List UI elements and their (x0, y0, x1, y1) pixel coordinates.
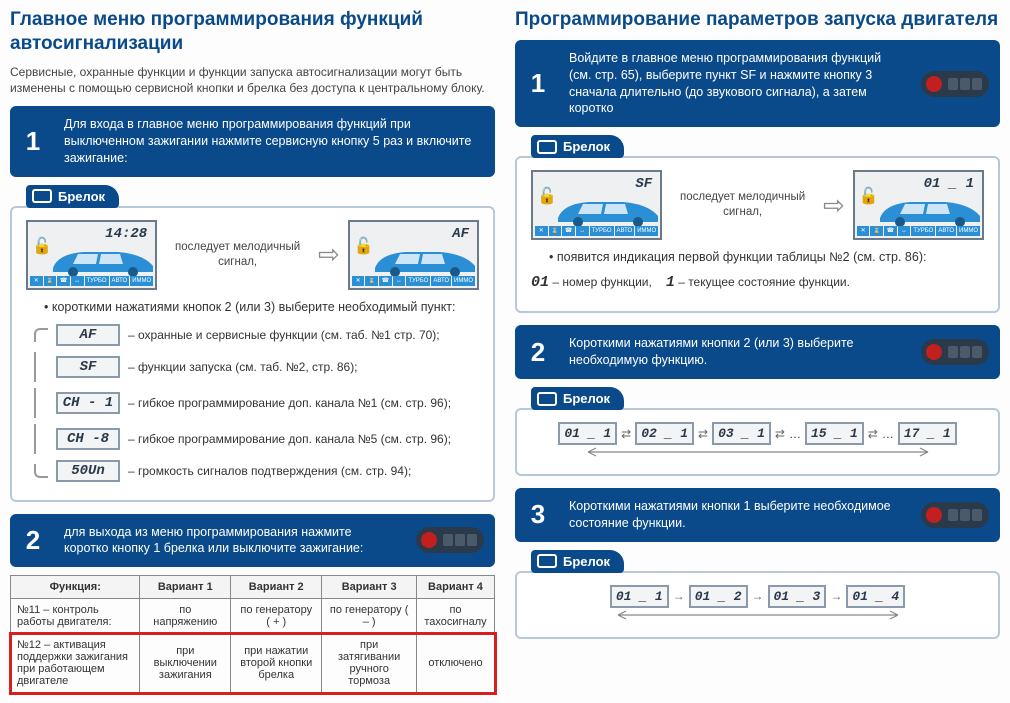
left-content-1: 🔓 14:28 ✕⌛☎↔ТУРБОАВТОИММО последует мело… (10, 206, 495, 502)
brelok-tab: Брелок (26, 185, 119, 208)
remote-icon (912, 42, 998, 126)
right-step-3: 3 Короткими нажатиями кнопки 1 выберите … (515, 488, 1000, 542)
keyfob-icon (537, 392, 557, 406)
lcd-display: 🔓 14:28 ✕⌛☎↔ТУРБОАВТОИММО (26, 220, 157, 290)
note-text: • появится индикация первой функции табл… (549, 250, 984, 264)
remote-icon (912, 490, 998, 540)
options-table: Функция: Вариант 1 Вариант 2 Вариант 3 В… (10, 575, 495, 693)
remote-icon (912, 327, 998, 377)
car-icon (875, 192, 985, 228)
table-row: №11 – контроль работы двигателя: по напр… (11, 599, 495, 634)
signal-text: последует мелодичный сигнал, (165, 240, 310, 270)
right-content-1: 🔓 SF ✕⌛☎↔ТУРБОАВТОИММО последует мелодич… (515, 156, 1000, 313)
lcd-display: 🔓 AF ✕⌛☎↔ТУРБОАВТОИММО (348, 220, 479, 290)
sequence-box-3: 01 _ 1→ 01 _ 2→ 01 _ 3→ 01 _ 4 (515, 571, 1000, 639)
brelok-tab: Брелок (531, 135, 624, 158)
brelok-tab: Брелок (531, 550, 624, 573)
right-step-1: 1 Войдите в главное меню программировани… (515, 40, 1000, 128)
lcd-display: 🔓 SF ✕⌛☎↔ТУРБОАВТОИММО (531, 170, 662, 240)
car-icon (48, 242, 158, 278)
left-column: Главное меню программирования функций ав… (10, 8, 495, 693)
car-icon (553, 192, 663, 228)
bullet-text: • короткими нажатиями кнопок 2 (или 3) в… (44, 300, 479, 314)
keyfob-icon (537, 554, 557, 568)
sequence-box-2: 01 _ 1⇄ 02 _ 1⇄ 03 _ 1⇄… 15 _ 1⇄… 17 _ 1 (515, 408, 1000, 476)
function-list: AF– охранные и сервисные функции (см. та… (34, 324, 479, 482)
left-step-2: 2 для выхода из меню программирования на… (10, 514, 495, 568)
left-intro: Сервисные, охранные функции и функции за… (10, 64, 495, 96)
keyfob-icon (537, 140, 557, 154)
left-step-1: 1 Для входа в главное меню программирова… (10, 106, 495, 177)
step-text: Для входа в главное меню программировани… (54, 108, 493, 175)
remote-icon (407, 516, 493, 566)
keyfob-icon (32, 189, 52, 203)
left-title: Главное меню программирования функций ав… (10, 8, 495, 56)
arrow-icon: ⇨ (318, 239, 340, 270)
right-column: Программирование параметров запуска двиг… (515, 8, 1000, 693)
legend: 01 – номер функции, 1 – текущее состояни… (531, 274, 984, 291)
lcd-display: 🔓 01 _ 1 ✕⌛☎↔ТУРБОАВТОИММО (853, 170, 984, 240)
car-icon (370, 242, 480, 278)
brelok-tab: Брелок (531, 387, 624, 410)
right-title: Программирование параметров запуска двиг… (515, 8, 1000, 32)
right-step-2: 2 Короткими нажатиями кнопки 2 (или 3) в… (515, 325, 1000, 379)
arrow-icon: ⇨ (823, 190, 845, 221)
step-number: 1 (12, 108, 54, 175)
table-row-highlighted: №12 – активация поддержки зажигания при … (11, 634, 495, 693)
